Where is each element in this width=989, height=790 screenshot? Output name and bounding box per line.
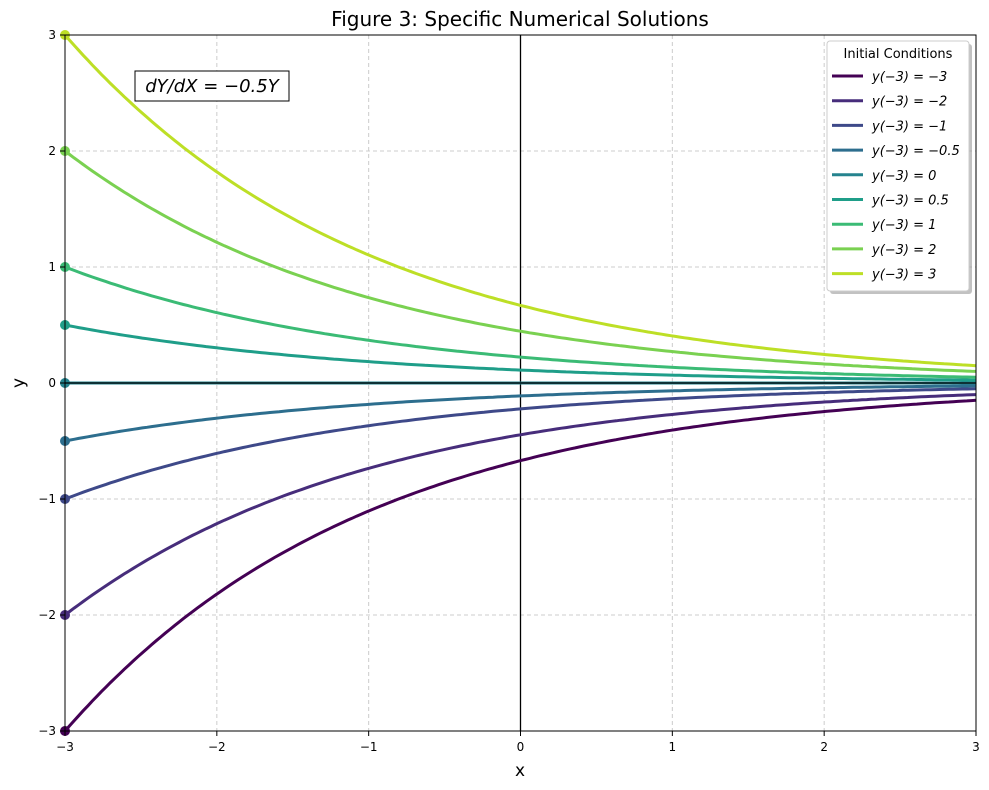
legend: Initial Conditions y(−3) = −3 y(−3) = −2 y… bbox=[826, 40, 972, 294]
legend-label: y(−3) = −2 bbox=[871, 95, 947, 110]
x-tick-label: 2 bbox=[820, 740, 828, 754]
y-tick-label: 2 bbox=[48, 144, 56, 158]
y-tick-label: 3 bbox=[48, 28, 56, 42]
legend-label: y(−3) = −3 bbox=[871, 70, 947, 85]
annotation-box: dY/dX = −0.5Y bbox=[134, 70, 290, 102]
legend-label: y(−3) = 0 bbox=[871, 169, 936, 184]
x-tick-label: 3 bbox=[972, 740, 980, 754]
legend-title: Initial Conditions bbox=[844, 47, 953, 62]
series-line bbox=[64, 387, 977, 501]
series-lines bbox=[60, 30, 977, 736]
y-axis-label: y bbox=[9, 378, 29, 388]
legend-label: y(−3) = 2 bbox=[871, 243, 936, 258]
x-tick-label: −3 bbox=[56, 740, 74, 754]
series-line bbox=[64, 265, 977, 379]
chart-title: Figure 3: Specific Numerical Solutions bbox=[331, 7, 709, 31]
y-tick-label: 1 bbox=[48, 260, 56, 274]
legend-label: y(−3) = −1 bbox=[871, 119, 947, 134]
series-line bbox=[64, 393, 977, 617]
series-line bbox=[64, 384, 976, 443]
axis-ticks: −3 −2 −1 0 1 2 3 −3 −2 −1 0 1 2 3 bbox=[38, 28, 980, 754]
y-tick-label: −3 bbox=[38, 724, 56, 738]
y-tick-label: −1 bbox=[38, 492, 56, 506]
series-line bbox=[64, 149, 977, 373]
series-line bbox=[63, 398, 977, 732]
x-tick-label: 0 bbox=[517, 740, 525, 754]
y-tick-label: −2 bbox=[38, 608, 56, 622]
series-line bbox=[64, 323, 976, 382]
annotation-text: dY/dX = −0.5Y bbox=[145, 76, 280, 97]
legend-label: y(−3) = 1 bbox=[871, 218, 936, 233]
legend-label: y(−3) = 3 bbox=[871, 268, 936, 283]
x-tick-label: −2 bbox=[208, 740, 226, 754]
x-axis-label: x bbox=[515, 761, 525, 781]
legend-label: y(−3) = 0.5 bbox=[871, 194, 949, 209]
x-tick-label: −1 bbox=[360, 740, 378, 754]
series-line bbox=[63, 34, 977, 368]
legend-label: y(−3) = −0.5 bbox=[871, 144, 960, 159]
y-tick-label: 0 bbox=[48, 376, 56, 390]
x-tick-label: 1 bbox=[669, 740, 677, 754]
